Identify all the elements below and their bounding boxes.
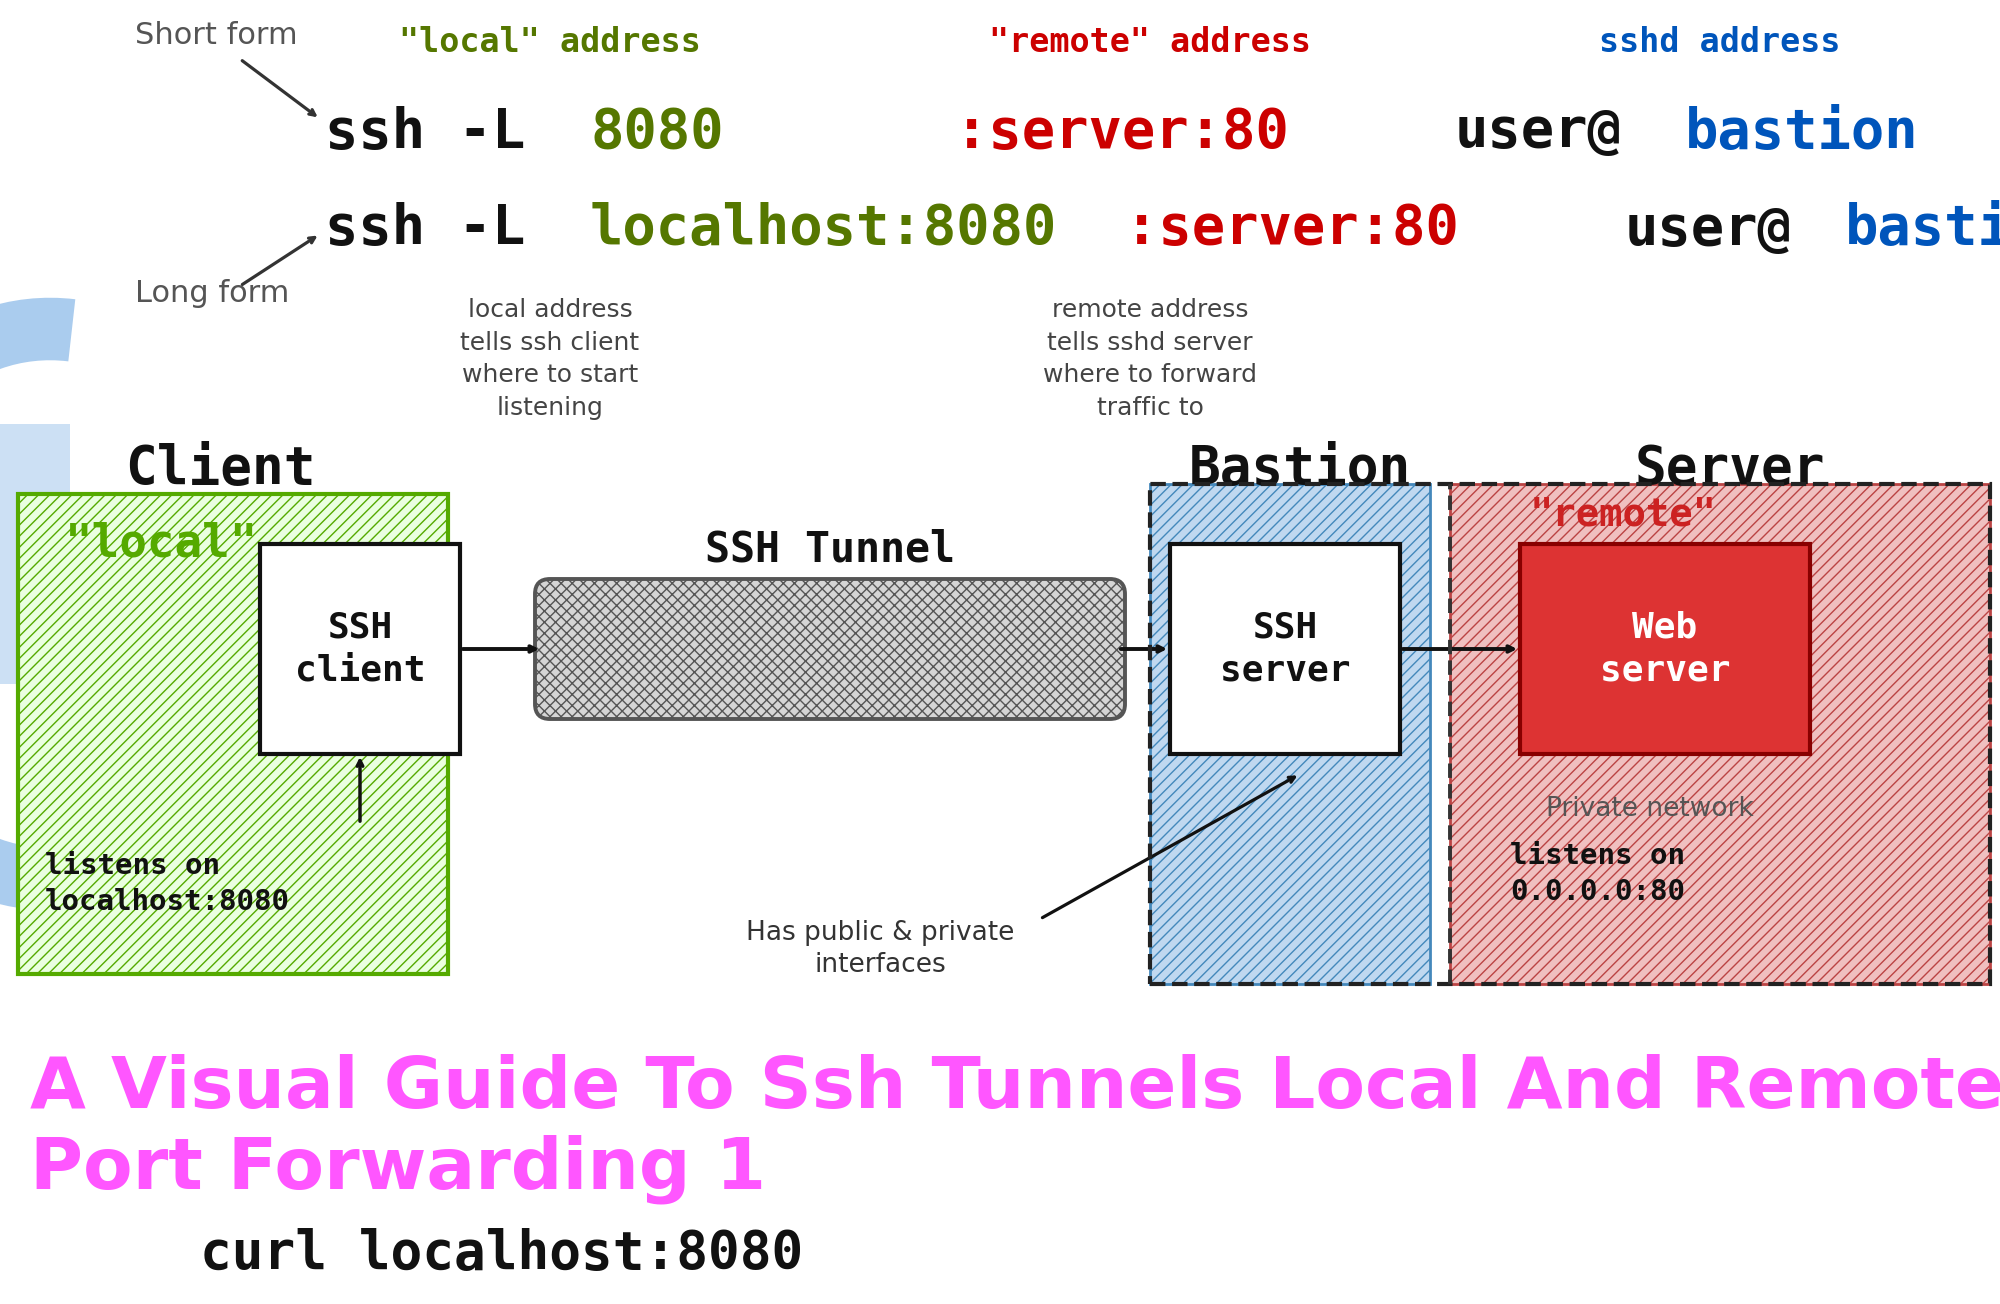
Text: ssh -L: ssh -L <box>324 106 558 159</box>
FancyBboxPatch shape <box>536 579 1124 719</box>
Text: Server: Server <box>1634 443 1826 496</box>
Text: bastion: bastion <box>1686 106 1918 159</box>
Text: remote address
tells sshd server
where to forward
traffic to: remote address tells sshd server where t… <box>1044 299 1258 420</box>
Text: "remote": "remote" <box>1530 496 1716 533</box>
Text: Long form: Long form <box>136 279 290 309</box>
FancyBboxPatch shape <box>18 494 448 974</box>
FancyBboxPatch shape <box>0 424 70 685</box>
Text: local address
tells ssh client
where to start
listening: local address tells ssh client where to … <box>460 299 640 420</box>
Text: user@: user@ <box>1456 106 1622 159</box>
Text: :server:80: :server:80 <box>956 106 1322 159</box>
FancyBboxPatch shape <box>1450 484 1990 985</box>
Text: localhost:8080: localhost:8080 <box>590 202 1058 256</box>
FancyBboxPatch shape <box>1170 544 1400 754</box>
FancyBboxPatch shape <box>1150 484 1430 985</box>
Text: "remote" address: "remote" address <box>988 26 1312 59</box>
Text: "local": "local" <box>64 522 258 566</box>
Text: :server:80: :server:80 <box>1124 202 1492 256</box>
Text: SSH Tunnel: SSH Tunnel <box>706 528 956 570</box>
Text: curl localhost:8080: curl localhost:8080 <box>200 1228 804 1281</box>
Text: SSH
server: SSH server <box>1220 612 1350 687</box>
Text: A Visual Guide To Ssh Tunnels Local And Remote
Port Forwarding 1: A Visual Guide To Ssh Tunnels Local And … <box>30 1055 2000 1204</box>
FancyBboxPatch shape <box>1520 544 1810 754</box>
Text: "local" address: "local" address <box>400 26 700 59</box>
Text: Client: Client <box>124 443 316 496</box>
Text: listens on
0.0.0.0:80: listens on 0.0.0.0:80 <box>1510 842 1684 906</box>
Text: Has public & private
interfaces: Has public & private interfaces <box>746 921 1014 978</box>
Text: Short form: Short form <box>136 21 298 51</box>
FancyBboxPatch shape <box>260 544 460 754</box>
Text: listens on
localhost:8080: listens on localhost:8080 <box>44 852 290 915</box>
Text: bastion: bastion <box>1844 202 2000 256</box>
Text: Private network: Private network <box>1546 795 1754 822</box>
Text: Web
server: Web server <box>1600 612 1730 687</box>
Text: Bastion: Bastion <box>1188 443 1412 496</box>
Text: ssh -L: ssh -L <box>324 202 558 256</box>
Text: SSH
client: SSH client <box>294 612 426 687</box>
Text: user@: user@ <box>1624 202 1792 256</box>
Text: sshd address: sshd address <box>1600 26 1840 59</box>
Text: 8080: 8080 <box>590 106 724 159</box>
